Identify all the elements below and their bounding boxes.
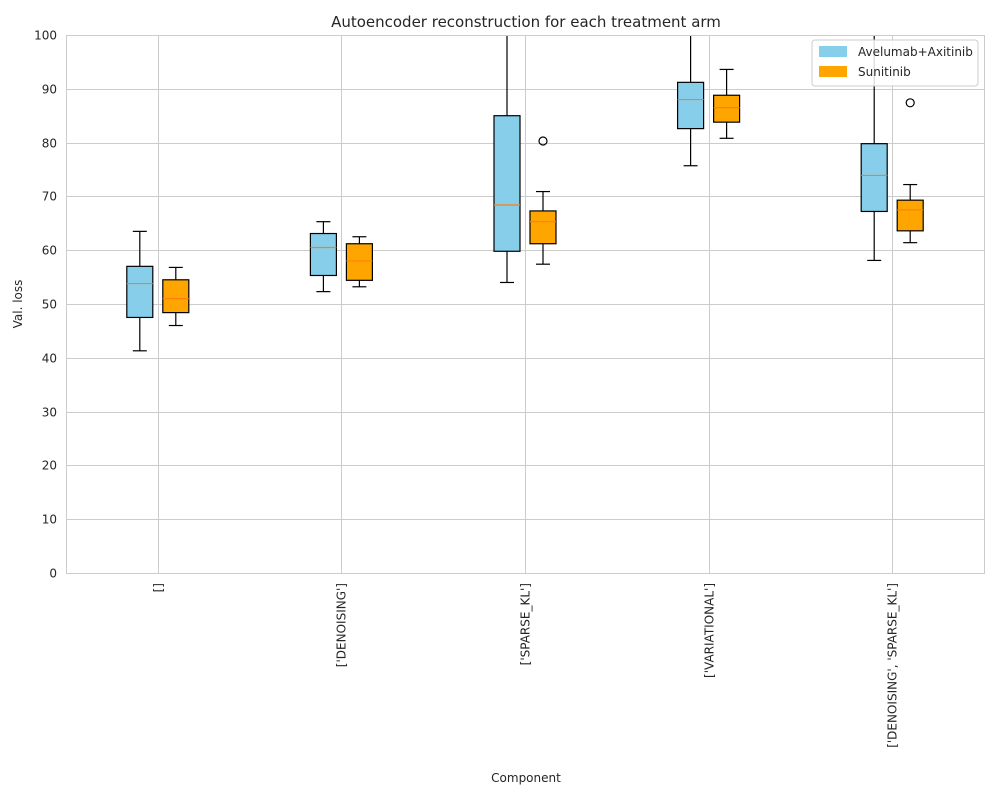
legend-swatch (819, 46, 847, 57)
x-tick-label: [] (152, 583, 166, 592)
box-body (676, 81, 705, 130)
legend: Avelumab+Axitinib Sunitinib (811, 39, 979, 87)
chart-title: Autoencoder reconstruction for each trea… (331, 13, 721, 31)
y-tick-label: 50 (42, 298, 57, 312)
box-1-4 (896, 98, 924, 244)
outlier-point (905, 98, 915, 108)
box-body (493, 115, 521, 252)
x-tick-label: ['DENOISING', 'SPARSE_KL'] (886, 583, 900, 748)
box-0-4 (860, 35, 888, 262)
y-tick-label: 30 (42, 406, 57, 420)
box-body (860, 143, 888, 213)
y-tick-label: 80 (42, 137, 57, 151)
legend-swatch (819, 66, 847, 77)
y-tick-labels: 0 10 20 30 40 50 60 70 80 90 100 (34, 29, 57, 581)
outlier-point (538, 136, 548, 146)
y-tick-label: 40 (42, 352, 57, 366)
box-body (896, 199, 924, 232)
x-axis-label: Component (491, 771, 561, 785)
grid-lines (66, 35, 984, 574)
box-body (309, 232, 337, 277)
y-tick-label: 60 (42, 244, 57, 258)
y-tick-label: 90 (42, 83, 57, 97)
box-body (345, 243, 373, 281)
box-0-1 (309, 221, 337, 293)
box-0-3 (676, 35, 705, 167)
box-1-3 (712, 68, 741, 139)
legend-label: Avelumab+Axitinib (858, 45, 973, 59)
y-tick-label: 70 (42, 190, 57, 204)
box-1-2 (529, 136, 557, 265)
plot-area-frame (66, 35, 985, 574)
y-tick-label: 20 (42, 459, 57, 473)
box-body (162, 279, 190, 314)
x-tick-labels: [] ['DENOISING'] ['SPARSE_KL'] ['VARIATIONA… (152, 583, 900, 748)
y-tick-label: 100 (34, 29, 57, 43)
y-axis-label: Val. loss (11, 280, 25, 329)
box-0-0 (126, 230, 154, 352)
y-tick-label: 10 (42, 513, 57, 527)
box-series (126, 35, 924, 352)
box-0-2 (493, 35, 521, 284)
x-tick-label: ['SPARSE_KL'] (519, 583, 533, 665)
box-1-1 (345, 236, 373, 288)
x-tick-label: ['DENOISING'] (335, 583, 349, 667)
box-body (712, 94, 741, 123)
legend-label: Sunitinib (858, 65, 911, 79)
y-tick-label: 0 (49, 567, 57, 581)
x-tick-label: ['VARIATIONAL'] (703, 583, 717, 678)
box-1-0 (162, 266, 190, 327)
box-body (529, 210, 557, 245)
box-body (126, 265, 154, 319)
legend-frame (811, 39, 979, 87)
